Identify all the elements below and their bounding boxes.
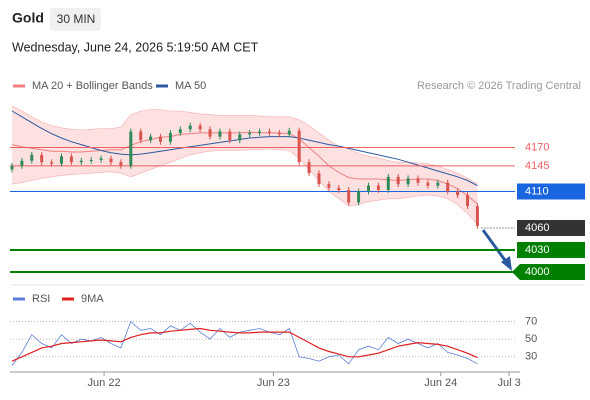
legend-label: 9MA bbox=[81, 293, 104, 305]
y-tick-label: 30 bbox=[525, 351, 537, 363]
credit: Research © 2026 Trading Central bbox=[417, 80, 581, 92]
candle-body bbox=[446, 182, 450, 192]
indicator-line bbox=[11, 320, 478, 366]
candle-body bbox=[79, 160, 83, 163]
x-tick-label: Jun 23 bbox=[257, 377, 290, 389]
candle-body bbox=[416, 178, 420, 183]
legend-label: MA 50 bbox=[175, 80, 206, 92]
legend-label: MA 20 + Bollinger Bands bbox=[32, 80, 153, 92]
candle-body bbox=[238, 134, 242, 141]
candle-body bbox=[69, 156, 73, 163]
candle-body bbox=[436, 182, 440, 186]
bollinger-band bbox=[12, 105, 478, 225]
candle-body bbox=[40, 154, 44, 163]
indicator-line bbox=[11, 327, 478, 362]
level-box bbox=[517, 242, 585, 258]
candle-body bbox=[267, 131, 271, 133]
candle-body bbox=[109, 158, 113, 163]
candle-body bbox=[168, 132, 172, 142]
candle-body bbox=[139, 131, 143, 141]
x-tick-label: Jun 22 bbox=[88, 377, 121, 389]
candle-body bbox=[386, 176, 390, 190]
interval: 30 MIN bbox=[57, 12, 96, 26]
ma-line bbox=[11, 131, 478, 205]
candle-body bbox=[208, 129, 212, 137]
level-box bbox=[512, 263, 585, 280]
x-tick-label: Jul 3 bbox=[497, 377, 520, 389]
candle-body bbox=[89, 160, 93, 161]
interval-box bbox=[50, 8, 101, 31]
level-label: 4170 bbox=[525, 141, 549, 153]
candle-body bbox=[10, 165, 14, 170]
forecast-arrow bbox=[481, 229, 509, 264]
candle-body bbox=[287, 130, 291, 135]
candle-body bbox=[347, 190, 351, 203]
candle-body bbox=[20, 160, 24, 166]
candle-body bbox=[297, 130, 301, 163]
candle-body bbox=[129, 131, 133, 166]
candle-body bbox=[228, 131, 232, 141]
level-label: 4145 bbox=[525, 160, 549, 172]
level-label: 4060 bbox=[525, 222, 549, 234]
forecast-arrowhead bbox=[501, 256, 512, 271]
candle-body bbox=[366, 185, 370, 192]
candle-body bbox=[248, 132, 252, 135]
candle-body bbox=[337, 187, 341, 190]
candle-body bbox=[159, 136, 163, 142]
candle-body bbox=[198, 125, 202, 130]
level-label: 4000 bbox=[525, 266, 549, 278]
candle-body bbox=[376, 185, 380, 190]
candle-body bbox=[406, 178, 410, 185]
candle-body bbox=[99, 158, 103, 160]
bollinger-upper bbox=[11, 105, 478, 185]
level-box bbox=[517, 220, 585, 237]
candle-body bbox=[50, 162, 54, 164]
candle-body bbox=[119, 162, 123, 166]
candle-body bbox=[188, 125, 192, 130]
y-tick-label: 70 bbox=[525, 315, 537, 327]
candle-body bbox=[30, 154, 34, 161]
candle-body bbox=[218, 131, 222, 137]
x-tick-label: Jun 24 bbox=[424, 377, 457, 389]
candle-body bbox=[475, 206, 479, 226]
candle-body bbox=[277, 132, 281, 135]
symbol: Gold bbox=[12, 10, 44, 26]
bollinger-lower bbox=[11, 148, 478, 225]
candle-body bbox=[258, 131, 262, 133]
level-box bbox=[517, 183, 585, 200]
y-tick-label: 50 bbox=[525, 333, 537, 345]
candle-body bbox=[456, 191, 460, 196]
candle-body bbox=[357, 191, 361, 203]
level-label: 4030 bbox=[525, 244, 549, 256]
candle-body bbox=[178, 129, 182, 133]
legend-label: RSI bbox=[32, 293, 50, 305]
candle-body bbox=[149, 136, 153, 141]
datetime: Wednesday, June 24, 2026 5:19:50 AM CET bbox=[12, 40, 259, 54]
candle-body bbox=[307, 162, 311, 174]
candle-body bbox=[396, 176, 400, 185]
candle-body bbox=[59, 156, 63, 164]
candle-body bbox=[426, 182, 430, 186]
candle-body bbox=[327, 184, 331, 188]
level-label: 4110 bbox=[525, 185, 549, 197]
candle-body bbox=[317, 173, 321, 185]
candle-body bbox=[466, 195, 470, 207]
